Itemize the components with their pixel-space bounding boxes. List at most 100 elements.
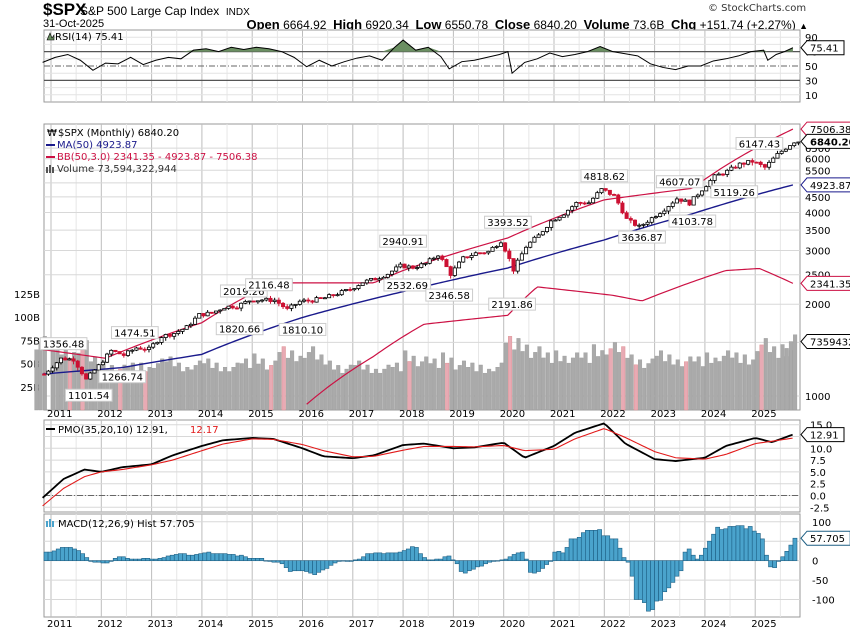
candle-up	[50, 367, 55, 372]
volume-bar	[373, 368, 378, 411]
macd-bar	[515, 552, 521, 561]
volume-bar	[633, 364, 638, 411]
candle-down	[603, 188, 608, 191]
macd-bar	[617, 547, 623, 561]
macd-bar	[300, 560, 305, 572]
candle-down	[251, 300, 256, 303]
candle-down	[230, 305, 235, 309]
volume-bar	[122, 364, 127, 411]
macd-year-label-2015: 2015	[248, 619, 273, 630]
price-label-text: 1820.66	[219, 325, 260, 336]
volume-bar	[529, 357, 534, 411]
macd-bar	[747, 526, 753, 561]
candle-up	[197, 313, 202, 319]
macd-bar	[467, 560, 472, 572]
volume-tick-100B: 100B	[14, 313, 40, 324]
volume-bar	[269, 365, 274, 411]
volume-bar	[780, 344, 785, 411]
volume-bar	[499, 362, 504, 411]
candle-up	[239, 302, 244, 309]
candle-up	[670, 202, 675, 207]
price-label-text: 1101.54	[68, 391, 109, 402]
macd-bar	[711, 533, 716, 561]
candle-down	[465, 256, 470, 259]
price-label-text: 1356.48	[43, 340, 84, 351]
macd-bar	[621, 557, 627, 561]
macd-value-tag: 57.705	[800, 530, 850, 546]
candle-down	[113, 349, 118, 352]
pmo-tick-7.5: 7.5	[810, 456, 826, 467]
macd-bar	[133, 558, 138, 561]
volume-bar	[759, 344, 764, 411]
volume-bar	[482, 372, 487, 411]
volume-bar	[432, 358, 437, 411]
macd-bar	[686, 548, 692, 561]
macd-bar	[597, 529, 602, 561]
candles	[42, 141, 801, 380]
volume-bar	[172, 366, 177, 411]
candle-up	[176, 331, 181, 334]
macd-year-label-2024: 2024	[701, 619, 726, 630]
candle-up	[712, 174, 717, 181]
price-label-box	[379, 234, 427, 248]
volume-bar	[767, 352, 772, 411]
candle-up	[155, 342, 160, 345]
volume-bar	[130, 362, 135, 411]
candle-up	[645, 221, 650, 225]
volume-tick-50B: 50B	[20, 360, 40, 371]
price-label-text: 2019.26	[223, 287, 264, 298]
macd-bar	[332, 560, 338, 564]
volume-bar	[738, 362, 743, 411]
macd-bar	[190, 554, 195, 561]
price-label: 5119.26	[710, 185, 759, 199]
candle-up	[96, 364, 101, 371]
macd-bar	[336, 560, 342, 562]
pmo-tick--2.5: -2.5	[810, 503, 830, 514]
macd-bar	[137, 558, 142, 561]
macd-bar	[694, 558, 700, 561]
macd-year-label-2020: 2020	[500, 619, 525, 630]
price-tick-3000: 3000	[805, 247, 830, 258]
volume-bar	[76, 352, 81, 411]
volume-bar	[118, 368, 123, 411]
macd-bar	[540, 560, 545, 569]
candle-down	[687, 199, 692, 206]
volume-bar	[596, 356, 601, 411]
candle-up	[163, 334, 168, 338]
macd-bar	[47, 551, 53, 561]
bb-lower-tag-text: 2341.35	[810, 279, 850, 290]
price-tick-6000: 6000	[805, 155, 830, 166]
candle-down	[310, 300, 315, 303]
pmo-tick-0.0: 0.0	[810, 491, 826, 502]
copyright: © StockCharts.com	[708, 3, 807, 14]
candle-up	[653, 216, 658, 219]
candle-up	[247, 300, 252, 303]
price-label-text: 2532.69	[387, 281, 428, 292]
volume-bar	[583, 352, 588, 411]
macd-bar	[361, 556, 366, 561]
macd-bar	[161, 557, 167, 561]
volume-bar	[181, 371, 186, 411]
candle-up	[431, 257, 436, 260]
candle-up	[540, 231, 545, 236]
macd-bar	[479, 560, 484, 567]
candle-up	[427, 258, 432, 264]
volume-legend-icon	[46, 167, 48, 173]
price-label-box	[110, 326, 159, 340]
macd-bar	[247, 558, 252, 561]
macd-bar	[206, 551, 212, 561]
macd-bar	[560, 552, 566, 561]
price-label-text: 6147.43	[739, 140, 780, 151]
price-tick-6500: 6500	[805, 144, 830, 155]
macd-bar	[112, 558, 118, 561]
volume-bar	[38, 342, 43, 411]
candle-down	[348, 289, 353, 291]
candle-up	[343, 289, 348, 291]
volume-bar	[650, 358, 655, 411]
price-label: 1266.74	[98, 370, 147, 384]
candle-up	[486, 250, 491, 254]
price-year-label-2011: 2011	[47, 409, 72, 420]
price-year-label-2020: 2020	[500, 409, 525, 420]
macd-bar	[703, 547, 708, 561]
